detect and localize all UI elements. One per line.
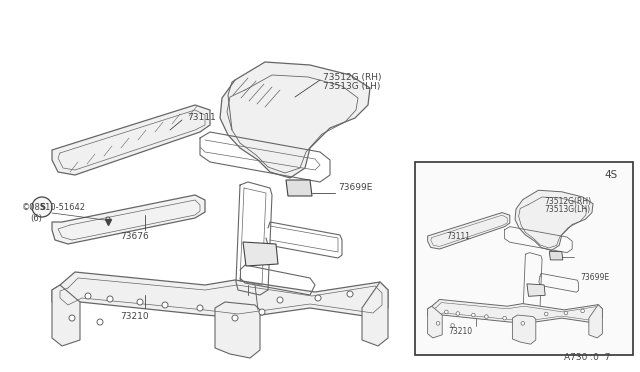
Text: 73210: 73210 (448, 327, 472, 336)
Text: ©08510-51642: ©08510-51642 (22, 202, 86, 212)
Text: 73210: 73210 (120, 312, 148, 321)
Circle shape (436, 321, 440, 325)
Circle shape (32, 197, 52, 217)
Text: 73512G (RH): 73512G (RH) (323, 73, 381, 82)
Circle shape (197, 305, 203, 311)
Circle shape (97, 319, 103, 325)
Polygon shape (52, 272, 388, 318)
Polygon shape (220, 62, 370, 178)
Text: 73676: 73676 (120, 232, 148, 241)
Circle shape (484, 315, 488, 318)
Circle shape (521, 321, 525, 325)
Polygon shape (428, 299, 602, 323)
Text: 73111: 73111 (446, 232, 470, 241)
Circle shape (162, 302, 168, 308)
Circle shape (106, 217, 110, 221)
Polygon shape (52, 285, 80, 346)
Circle shape (107, 296, 113, 302)
Circle shape (85, 293, 91, 299)
Text: 73699E: 73699E (338, 183, 372, 192)
Circle shape (581, 309, 584, 313)
Text: 73111: 73111 (187, 113, 216, 122)
Text: 4S: 4S (605, 170, 618, 180)
Polygon shape (428, 306, 442, 338)
Circle shape (445, 310, 448, 314)
Circle shape (456, 312, 460, 315)
Polygon shape (215, 302, 260, 358)
Polygon shape (52, 105, 210, 175)
Text: 73513G(LH): 73513G(LH) (544, 205, 590, 214)
Text: 73512G(RH): 73512G(RH) (544, 197, 591, 206)
Polygon shape (515, 190, 593, 251)
Polygon shape (286, 180, 312, 196)
Polygon shape (428, 213, 510, 249)
Circle shape (564, 311, 568, 315)
Text: A730 :0  7: A730 :0 7 (564, 353, 610, 362)
Text: (6): (6) (30, 214, 42, 222)
Polygon shape (549, 251, 563, 260)
Polygon shape (243, 242, 278, 266)
Polygon shape (362, 282, 388, 346)
Text: 73513G (LH): 73513G (LH) (323, 82, 380, 91)
Circle shape (472, 313, 475, 317)
Circle shape (545, 312, 548, 316)
Polygon shape (513, 315, 536, 344)
Text: 73699E: 73699E (580, 273, 609, 282)
Circle shape (315, 295, 321, 301)
Circle shape (347, 291, 353, 297)
Circle shape (503, 316, 506, 320)
Circle shape (232, 315, 238, 321)
Circle shape (451, 324, 454, 327)
Circle shape (277, 297, 283, 303)
Bar (415, 162, 633, 355)
Circle shape (137, 299, 143, 305)
Polygon shape (527, 284, 545, 296)
Circle shape (69, 315, 75, 321)
Text: S: S (39, 202, 45, 212)
Polygon shape (52, 195, 205, 244)
Polygon shape (589, 305, 602, 338)
Circle shape (259, 309, 265, 315)
